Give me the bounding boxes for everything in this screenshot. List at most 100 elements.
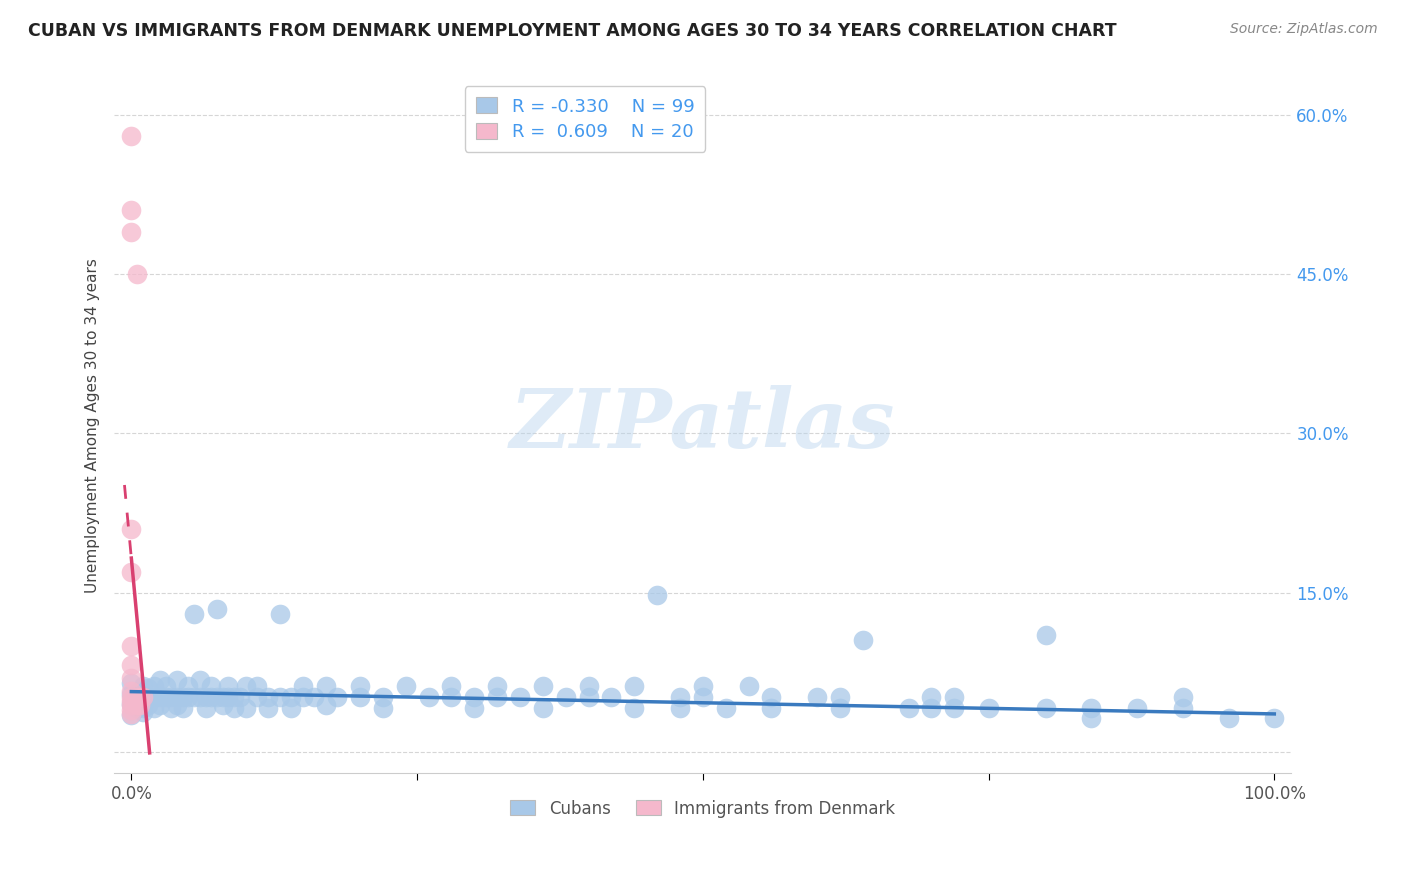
Point [257,690,280,704]
Point [120,565,142,579]
Point [149,698,172,713]
Point [125,698,148,713]
Point [194,690,217,704]
Point [669,690,692,704]
Point [125,700,148,714]
Point [828,700,851,714]
Point [132,690,155,704]
Text: Source: ZipAtlas.com: Source: ZipAtlas.com [1230,22,1378,37]
Point [235,700,257,714]
Point [120,522,142,536]
Point [943,690,966,704]
Point [194,700,217,714]
Point [692,679,714,693]
Point [120,694,142,708]
Point [120,639,142,653]
Point [291,690,314,704]
Point [125,267,148,281]
Point [166,698,188,713]
Text: CUBAN VS IMMIGRANTS FROM DENMARK UNEMPLOYMENT AMONG AGES 30 TO 34 YEARS CORRELAT: CUBAN VS IMMIGRANTS FROM DENMARK UNEMPLO… [28,22,1116,40]
Point [692,690,714,704]
Point [395,679,418,693]
Point [132,705,155,719]
Point [188,690,211,704]
Point [1080,711,1102,725]
Point [235,679,257,693]
Point [828,690,851,704]
Point [200,690,222,704]
Point [669,700,692,714]
Point [120,128,142,143]
Point [155,690,177,704]
Point [714,700,737,714]
Point [149,690,172,704]
Point [1035,628,1057,642]
Text: ZIPatlas: ZIPatlas [510,385,896,466]
Point [120,708,142,723]
Point [1171,690,1194,704]
Point [349,679,371,693]
Point [166,673,188,687]
Point [486,690,509,704]
Point [623,679,645,693]
Y-axis label: Unemployment Among Ages 30 to 34 years: Unemployment Among Ages 30 to 34 years [86,258,100,593]
Point [806,690,828,704]
Point [172,700,194,714]
Point [246,679,269,693]
Point [200,679,222,693]
Point [645,588,668,602]
Point [129,690,152,704]
Point [1171,700,1194,714]
Point [418,690,440,704]
Point [183,690,205,704]
Point [280,690,302,704]
Point [1080,700,1102,714]
Point [554,690,576,704]
Point [155,679,177,693]
Point [143,690,166,704]
Point [486,679,509,693]
Point [177,690,200,704]
Point [132,690,155,704]
Point [349,690,371,704]
Point [280,700,302,714]
Point [920,700,942,714]
Point [1126,700,1149,714]
Point [1263,711,1285,725]
Point [120,703,142,717]
Point [120,698,142,712]
Point [120,683,142,698]
Point [897,700,920,714]
Point [160,700,183,714]
Point [120,676,142,690]
Point [120,687,142,701]
Point [177,679,200,693]
Point [120,658,142,673]
Point [1035,700,1057,714]
Point [120,706,142,721]
Point [125,690,148,704]
Point [600,690,623,704]
Point [120,671,142,685]
Point [269,690,291,704]
Point [463,690,485,704]
Point [149,673,172,687]
Point [160,690,183,704]
Point [623,700,645,714]
Point [229,690,252,704]
Point [943,700,966,714]
Point [205,690,228,704]
Point [737,679,759,693]
Point [977,700,1000,714]
Point [440,690,463,704]
Point [315,679,337,693]
Point [138,698,160,713]
Point [920,690,942,704]
Point [761,690,783,704]
Point [269,607,291,621]
Point [120,225,142,239]
Point [578,679,600,693]
Legend: Cubans, Immigrants from Denmark: Cubans, Immigrants from Denmark [503,793,901,824]
Point [578,690,600,704]
Point [531,679,554,693]
